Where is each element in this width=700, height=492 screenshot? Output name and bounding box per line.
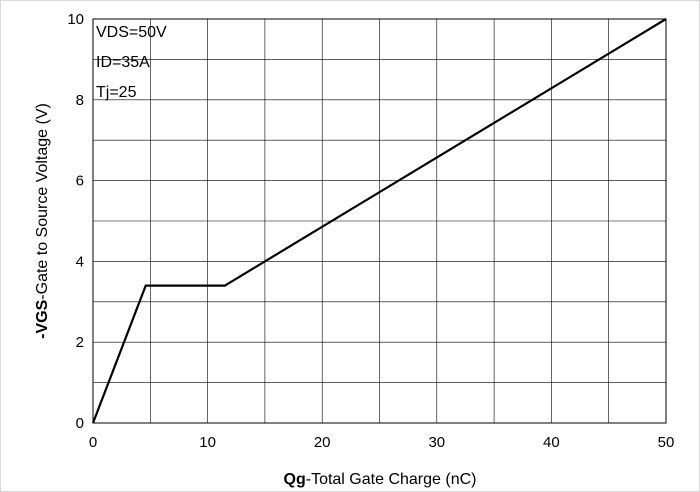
x-axis-title-bold: Qg	[284, 471, 306, 488]
plot-area	[92, 18, 667, 424]
y-tick-label: 6	[76, 173, 84, 190]
x-tick-label: 10	[199, 434, 216, 451]
x-tick-label: 40	[543, 434, 560, 451]
x-axis-title-rest: -Total Gate Charge (nC)	[306, 471, 477, 488]
x-tick-label: 50	[658, 434, 675, 451]
x-tick-label: 20	[314, 434, 331, 451]
y-axis-title: -VGS-Gate to Source Voltage (V)	[34, 103, 51, 339]
y-axis-title-rest: -Gate to Source Voltage (V)	[34, 103, 51, 300]
series-group	[91, 18, 667, 424]
y-tick-label: 8	[76, 92, 84, 109]
annotation-text: ID=35A	[96, 54, 150, 71]
y-tick-label: 2	[76, 334, 84, 351]
annotation-text: VDS=50V	[96, 24, 167, 41]
x-axis-title: Qg-Total Gate Charge (nC)	[284, 471, 477, 488]
y-axis-title-bold: -VGS	[34, 299, 51, 338]
x-tick-label: 0	[89, 434, 97, 451]
annotations: VDS=50V ID=35A Tj=25	[96, 24, 167, 101]
y-tick-label: 0	[76, 415, 84, 432]
grid	[93, 19, 666, 423]
x-tick-label: 30	[428, 434, 445, 451]
annotation-text: Tj=25	[96, 84, 137, 101]
x-tick-labels: 0 10 20 30 40 50	[89, 434, 675, 451]
y-tick-label: 10	[67, 11, 84, 28]
y-tick-label: 4	[76, 253, 84, 270]
y-tick-labels: 0 2 4 6 8 10	[67, 11, 84, 432]
series-line	[91, 18, 667, 424]
